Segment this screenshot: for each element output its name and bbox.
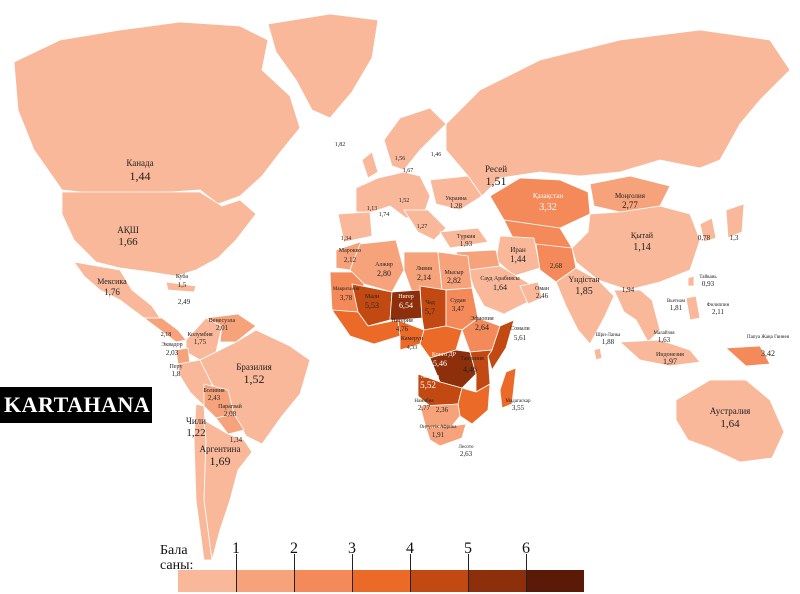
region-namibia-botswana[interactable] <box>419 403 461 429</box>
color-legend: 1 2 3 4 5 6 <box>178 540 584 592</box>
region-ecuador[interactable] <box>175 347 191 365</box>
region-ukraine[interactable] <box>429 175 483 211</box>
region-southeast-asia[interactable] <box>613 289 661 343</box>
region-saudi[interactable] <box>467 265 531 315</box>
region-usa[interactable] <box>61 191 257 277</box>
legend-tick-label: 6 <box>522 540 530 557</box>
region-niger[interactable] <box>389 289 423 321</box>
legend-tick <box>294 554 295 592</box>
legend-title-line1: Бала <box>160 543 188 558</box>
region-russia[interactable] <box>445 29 791 197</box>
region-central-america[interactable] <box>143 317 187 343</box>
region-argentina[interactable] <box>203 419 253 561</box>
region-greenland[interactable] <box>267 13 379 119</box>
region-india[interactable] <box>555 267 615 345</box>
legend-tick <box>352 554 353 592</box>
region-cuba[interactable] <box>165 281 197 293</box>
legend-tick-label: 3 <box>348 540 356 557</box>
region-paraguay[interactable] <box>215 413 245 435</box>
region-uk[interactable] <box>361 151 379 179</box>
region-egypt[interactable] <box>437 251 473 291</box>
legend-swatch <box>352 570 410 592</box>
region-png[interactable] <box>725 345 771 367</box>
region-korea-japan[interactable] <box>699 203 745 243</box>
legend-swatch <box>178 570 236 592</box>
legend-tick-label: 4 <box>406 540 414 557</box>
region-chad[interactable] <box>419 285 447 331</box>
region-libya[interactable] <box>403 251 443 293</box>
legend-tick <box>236 554 237 592</box>
region-iberia[interactable] <box>337 211 373 243</box>
region-nigeria[interactable] <box>397 319 425 351</box>
region-philippines[interactable] <box>685 295 701 321</box>
legend-tick-label: 1 <box>232 540 240 557</box>
legend-tick <box>526 554 527 592</box>
region-turkey[interactable] <box>439 227 489 249</box>
legend-tick <box>410 554 411 592</box>
legend-tick <box>468 554 469 592</box>
legend-tick-label: 2 <box>290 540 298 557</box>
region-mali[interactable] <box>351 283 393 327</box>
region-madagascar[interactable] <box>499 367 517 409</box>
legend-swatch <box>410 570 468 592</box>
legend-swatch <box>236 570 294 592</box>
legend-swatch <box>468 570 526 592</box>
legend-title: Бала саны: <box>160 543 193 573</box>
region-srilanka[interactable] <box>593 347 603 361</box>
legend-tick-label: 5 <box>464 540 472 557</box>
region-oman[interactable] <box>519 281 543 305</box>
legend-title-line2: саны: <box>160 558 194 573</box>
region-indonesia[interactable] <box>619 339 701 367</box>
region-southafrica[interactable] <box>425 423 467 447</box>
region-canada[interactable] <box>13 21 301 205</box>
region-scandinavia[interactable] <box>383 107 447 171</box>
region-italy-balkans[interactable] <box>403 209 447 241</box>
region-taiwan[interactable] <box>687 275 695 287</box>
legend-swatch <box>294 570 352 592</box>
legend-swatch <box>526 570 584 592</box>
region-australia[interactable] <box>675 379 785 463</box>
region-brazil[interactable] <box>199 329 311 445</box>
region-tanzania-moz[interactable] <box>457 383 491 425</box>
brand-logo: KARTAHANA <box>0 387 152 423</box>
